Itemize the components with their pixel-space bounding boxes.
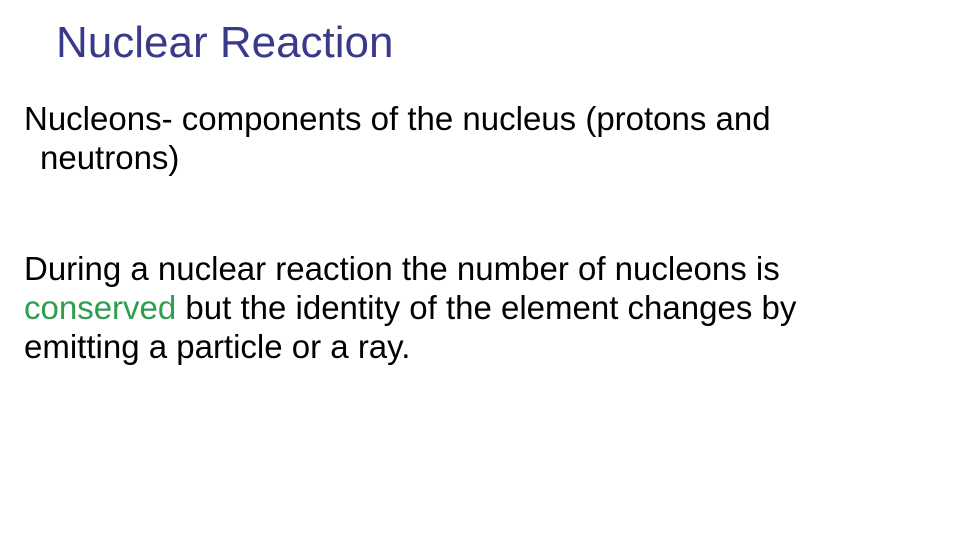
definition-paragraph: Nucleons- components of the nucleus (pro…	[24, 100, 924, 178]
explanation-line-2: conserved but the identity of the elemen…	[24, 289, 924, 328]
definition-line-1: Nucleons- components of the nucleus (pro…	[24, 100, 924, 139]
explanation-line-3: emitting a particle or a ray.	[24, 328, 924, 367]
explanation-paragraph: During a nuclear reaction the number of …	[24, 250, 924, 367]
highlight-conserved: conserved	[24, 289, 176, 326]
explanation-line-1: During a nuclear reaction the number of …	[24, 250, 924, 289]
slide: Nuclear Reaction Nucleons- components of…	[0, 0, 960, 540]
slide-title: Nuclear Reaction	[56, 18, 394, 68]
definition-text: - components of the nucleus (protons and	[162, 100, 771, 137]
term-nucleons: Nucleons	[24, 100, 162, 137]
definition-line-2: neutrons)	[40, 139, 924, 178]
explanation-line-2-rest: but the identity of the element changes …	[176, 289, 796, 326]
